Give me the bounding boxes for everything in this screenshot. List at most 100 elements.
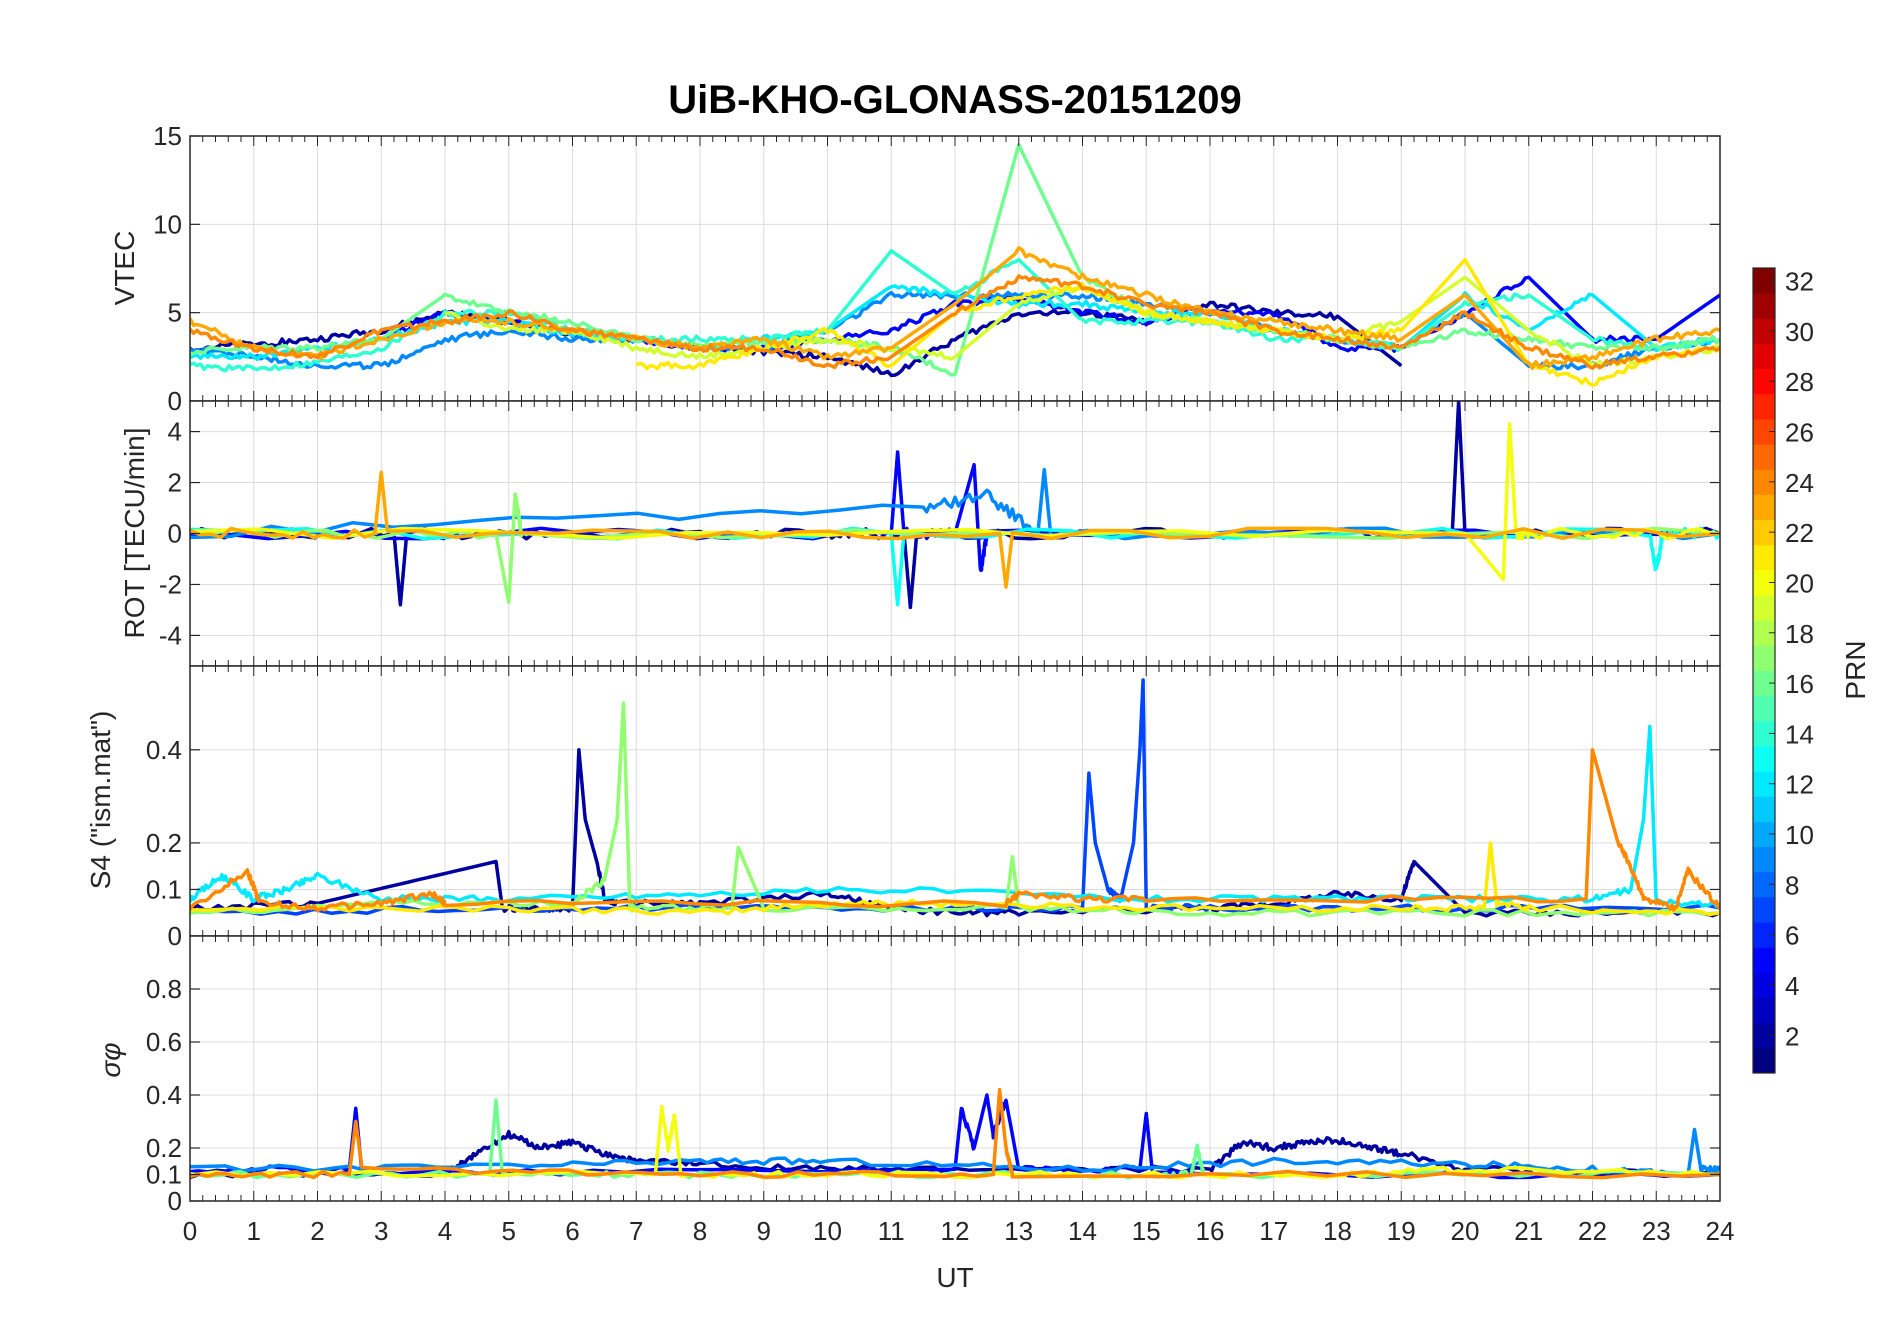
colorbar-band-prn-18 bbox=[1753, 620, 1775, 646]
x-tick-label: 18 bbox=[1323, 1216, 1352, 1246]
series-line-prn-20 bbox=[190, 422, 1720, 582]
x-axis-label: UT bbox=[936, 1262, 973, 1293]
colorbar-tick-label: 26 bbox=[1785, 418, 1814, 448]
colorbar-tick-label: 30 bbox=[1785, 317, 1814, 347]
series-line-prn-23 bbox=[190, 470, 1720, 589]
x-tick-label: 22 bbox=[1578, 1216, 1607, 1246]
x-tick-label: 24 bbox=[1706, 1216, 1735, 1246]
x-tick-label: 5 bbox=[502, 1216, 516, 1246]
x-tick-label: 21 bbox=[1514, 1216, 1543, 1246]
series-line-prn-23 bbox=[190, 246, 1720, 371]
y-tick-label: 0.4 bbox=[146, 1080, 182, 1110]
y-tick-label: 10 bbox=[153, 209, 182, 239]
colorbar-tick-label: 22 bbox=[1785, 518, 1814, 548]
series-line-prn-14 bbox=[190, 249, 1720, 373]
colorbar-band-prn-8 bbox=[1753, 871, 1775, 898]
y-tick-label: 5 bbox=[168, 298, 182, 328]
colorbar-band-prn-4 bbox=[1753, 972, 1775, 999]
colorbar-band-prn-9 bbox=[1753, 846, 1775, 873]
y-tick-label: 0.2 bbox=[146, 1133, 182, 1163]
series-line-prn-24 bbox=[190, 274, 1720, 370]
colorbar-band-prn-16 bbox=[1753, 670, 1775, 697]
colorbar-tick-label: 12 bbox=[1785, 770, 1814, 800]
panel-rot-series bbox=[190, 401, 1720, 610]
x-tick-label: 2 bbox=[310, 1216, 324, 1246]
colorbar-band-prn-13 bbox=[1753, 745, 1775, 772]
x-tick-label: 3 bbox=[374, 1216, 388, 1246]
colorbar-band-prn-1 bbox=[1753, 1047, 1775, 1074]
colorbar-tick-label: 8 bbox=[1785, 870, 1799, 900]
colorbar-band-prn-14 bbox=[1753, 720, 1775, 747]
x-tick-label: 9 bbox=[757, 1216, 771, 1246]
panel-s4: 0 0.1 0.2 0.4 S4 ("ism.mat") bbox=[85, 665, 1721, 951]
y-tick-label: 0.1 bbox=[146, 1160, 182, 1190]
x-tick-label: 8 bbox=[693, 1216, 707, 1246]
y-tick-label: 0.4 bbox=[146, 735, 182, 765]
colorbar-band-prn-22 bbox=[1753, 519, 1775, 546]
y-tick-label: 15 bbox=[153, 121, 182, 151]
panel-vtec-ticks: 0 5 10 15 bbox=[153, 121, 1721, 416]
colorbar-band-prn-28 bbox=[1753, 368, 1775, 395]
x-tick-label: 11 bbox=[878, 1216, 905, 1246]
x-tick-label: 23 bbox=[1642, 1216, 1671, 1246]
colorbar-band-prn-3 bbox=[1753, 997, 1775, 1024]
colorbar-tick-label: 2 bbox=[1785, 1021, 1799, 1051]
x-tick-label: 4 bbox=[438, 1216, 452, 1246]
series-line-prn-2 bbox=[190, 748, 1720, 918]
colorbar-band-prn-12 bbox=[1753, 771, 1775, 797]
y-tick-label: 0 bbox=[168, 519, 182, 549]
colorbar-band-prn-24 bbox=[1753, 469, 1775, 495]
x-tick-label: 7 bbox=[629, 1216, 643, 1246]
y-tick-label: -4 bbox=[159, 620, 182, 650]
colorbar-tick-label: 20 bbox=[1785, 568, 1814, 598]
colorbar-band-prn-27 bbox=[1753, 393, 1775, 420]
x-tick-label: 6 bbox=[565, 1216, 579, 1246]
colorbar-band-prn-10 bbox=[1753, 821, 1775, 848]
colorbar-tick-label: 10 bbox=[1785, 820, 1814, 850]
panel-rot: -4 -2 0 2 4 ROT [TECU/min] bbox=[119, 400, 1721, 667]
panel-rot-ticks: -4 -2 0 2 4 bbox=[159, 401, 1721, 666]
x-tick-label: 17 bbox=[1259, 1216, 1288, 1246]
panel-vtec: 0 5 10 15 VTEC bbox=[109, 121, 1721, 416]
colorbar-band-prn-21 bbox=[1753, 544, 1775, 571]
panel-vtec-series bbox=[190, 143, 1720, 387]
x-tick-label: 10 bbox=[813, 1216, 842, 1246]
y-tick-label: 0.1 bbox=[146, 874, 182, 904]
x-tick-label: 16 bbox=[1196, 1216, 1225, 1246]
panel-s4-ylabel: S4 ("ism.mat") bbox=[85, 711, 116, 890]
panel-sigma-ylabel: σφ bbox=[95, 1042, 126, 1077]
colorbar-tick-label: 16 bbox=[1785, 669, 1814, 699]
panel-s4-series bbox=[190, 678, 1720, 918]
series-line-prn-16 bbox=[190, 143, 1720, 377]
colorbar-tick-label: 4 bbox=[1785, 971, 1799, 1001]
panel-vtec-ylabel: VTEC bbox=[109, 231, 140, 306]
series-line-prn-2 bbox=[190, 401, 1720, 610]
x-tick-label: 15 bbox=[1132, 1216, 1161, 1246]
colorbar-frame bbox=[1752, 267, 1776, 1074]
series-line-prn-24 bbox=[190, 748, 1720, 913]
colorbar-band-prn-25 bbox=[1753, 444, 1775, 470]
colorbar-band-prn-19 bbox=[1753, 595, 1775, 621]
colorbar-band-prn-30 bbox=[1753, 318, 1775, 344]
colorbar-tick-label: 18 bbox=[1785, 619, 1814, 649]
colorbar-bands bbox=[1753, 268, 1775, 1074]
colorbar-band-prn-26 bbox=[1753, 418, 1775, 445]
panel-sigma: 00.10.2 0.4 0.6 0.8 σφ bbox=[95, 935, 1721, 1216]
colorbar-band-prn-5 bbox=[1753, 947, 1775, 973]
y-tick-label: -2 bbox=[159, 569, 182, 599]
panel-sigma-series bbox=[190, 1087, 1720, 1180]
colorbar-tick-label: 6 bbox=[1785, 921, 1799, 951]
colorbar-band-prn-20 bbox=[1753, 569, 1775, 596]
y-tick-label: 0.8 bbox=[146, 974, 182, 1004]
y-tick-label: 0 bbox=[168, 386, 182, 416]
panel-s4-ticks: 0 0.1 0.2 0.4 bbox=[146, 666, 1721, 951]
chart-title: UiB-KHO-GLONASS-20151209 bbox=[668, 78, 1242, 122]
y-tick-label: 0.2 bbox=[146, 828, 182, 858]
colorbar-band-prn-23 bbox=[1753, 494, 1775, 521]
panel-sigma-ticks: 00.10.2 0.4 0.6 0.8 bbox=[146, 936, 1721, 1216]
x-tick-label: 20 bbox=[1451, 1216, 1480, 1246]
colorbar-label: PRN bbox=[1840, 640, 1871, 699]
x-tick-label: 0 bbox=[183, 1216, 197, 1246]
